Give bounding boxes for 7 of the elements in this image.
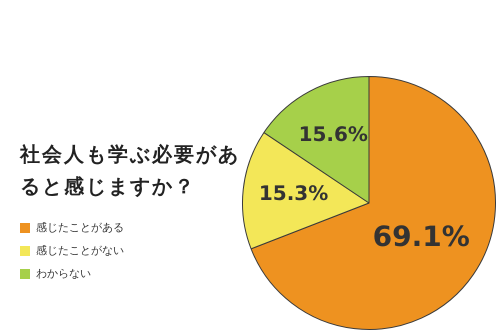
legend-label: わからない — [36, 266, 91, 281]
legend-label: 感じたことがない — [36, 243, 124, 258]
data-label: 69.1% — [372, 220, 470, 253]
text: 社会人も学ぶ必要があると感じますか？ — [20, 141, 241, 200]
legend-label: 感じたことがある — [36, 220, 124, 235]
data-label: 15.6% — [298, 122, 368, 146]
data-label: 15.3% — [258, 180, 328, 205]
